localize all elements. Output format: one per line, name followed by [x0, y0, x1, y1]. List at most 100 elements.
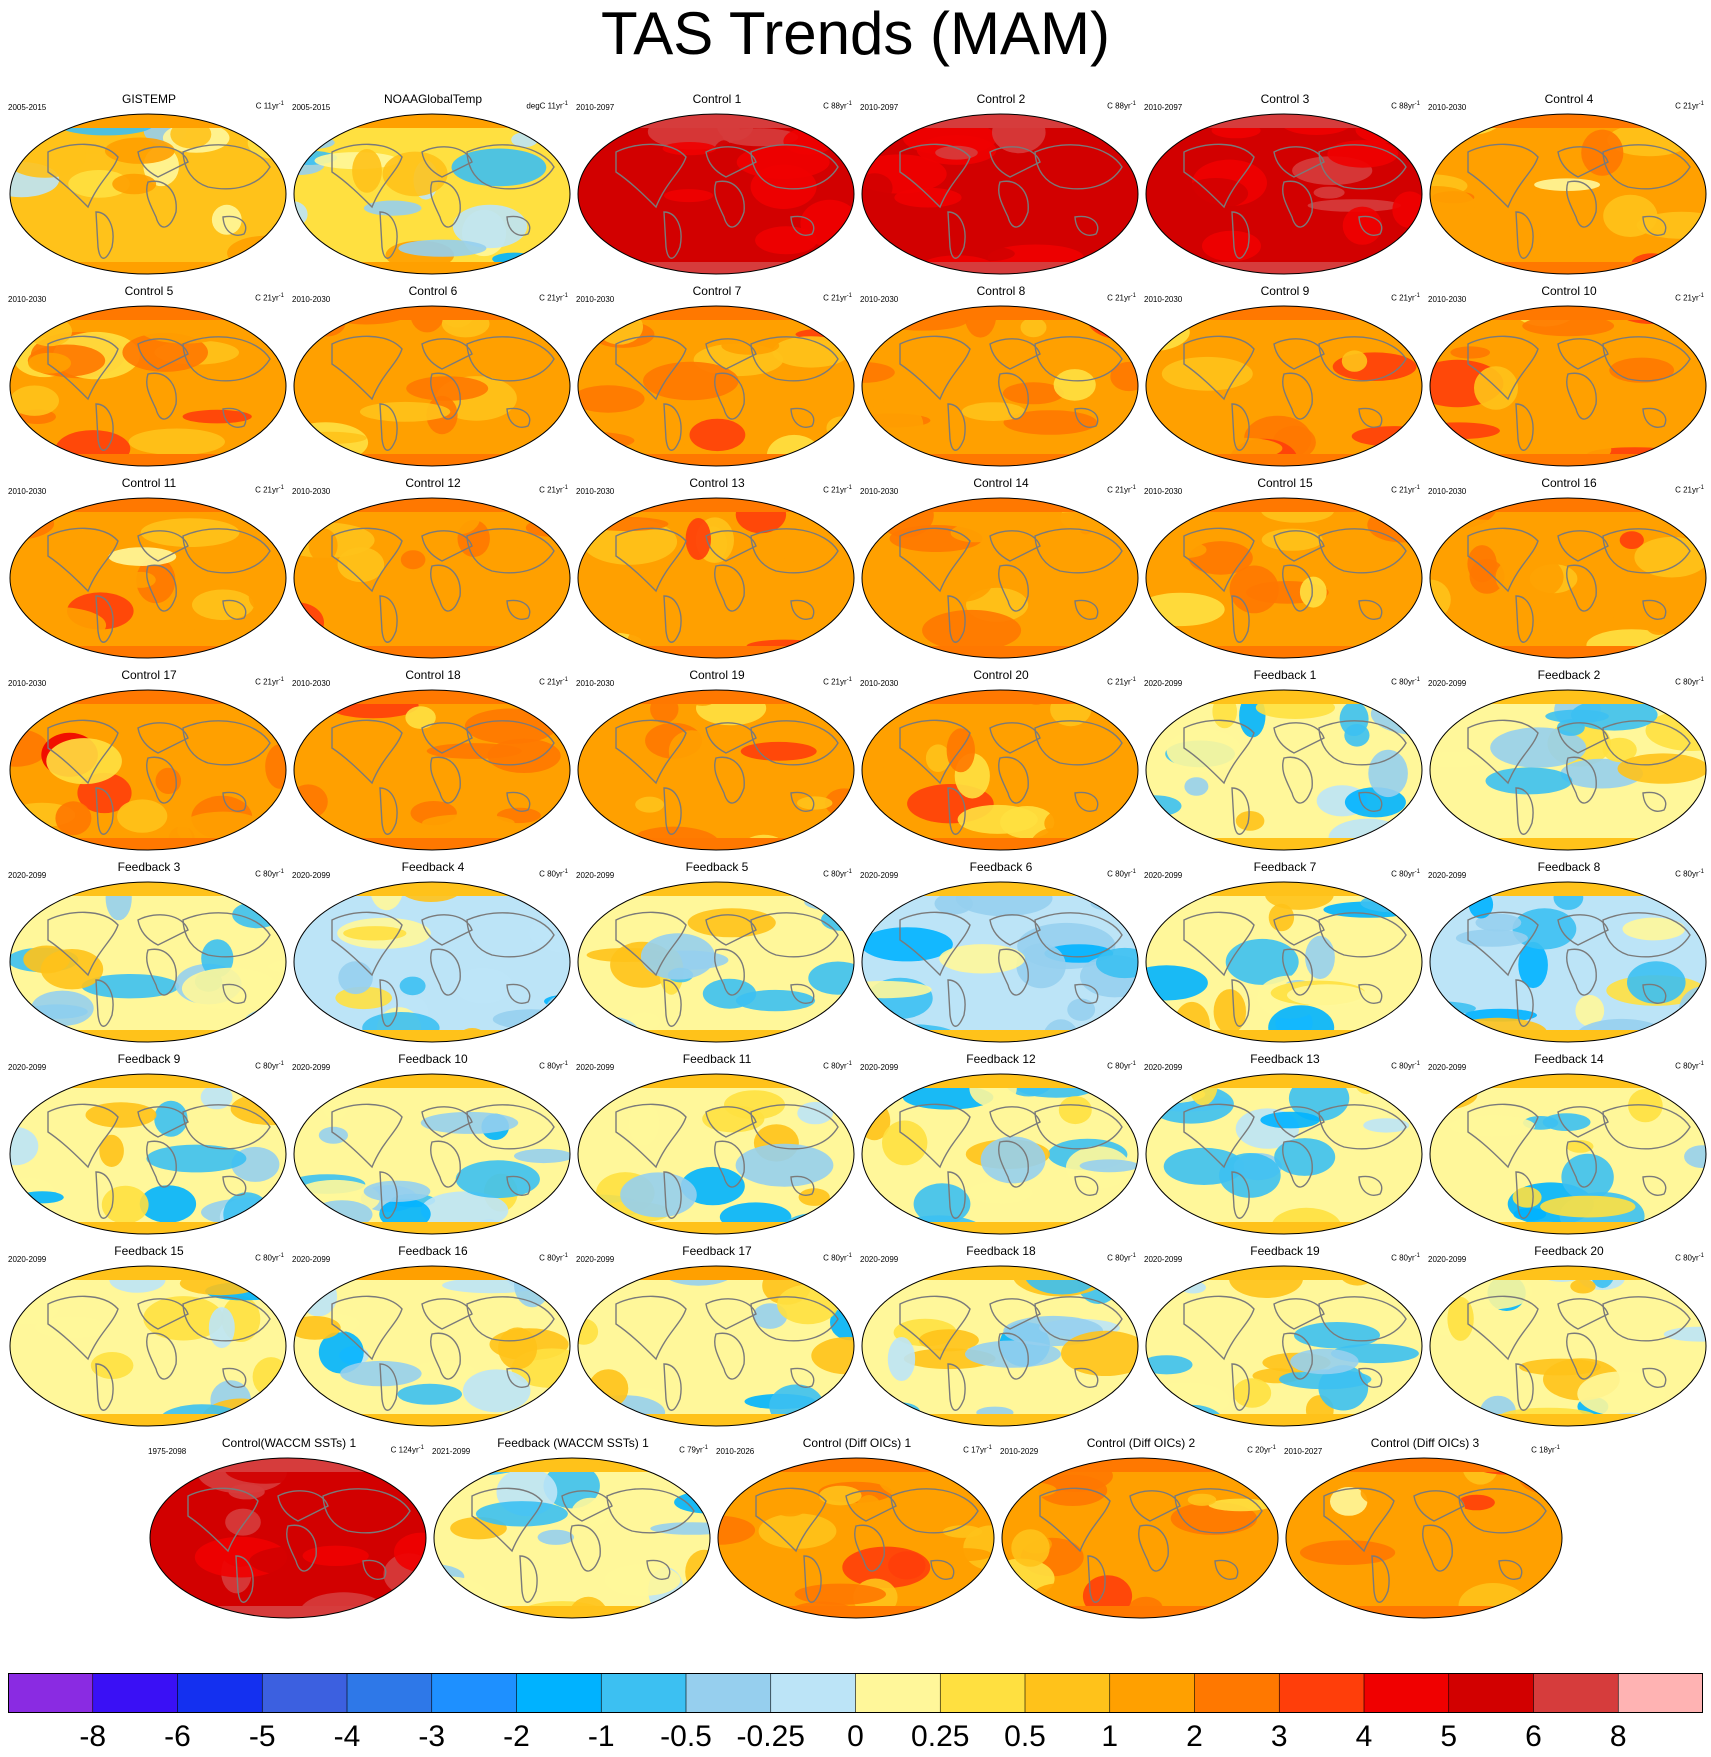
coastline	[421, 146, 473, 178]
coastline	[137, 338, 189, 370]
map-field-anomaly	[689, 418, 746, 452]
coastline	[615, 1103, 687, 1169]
coastline	[1039, 1487, 1111, 1553]
map-field-anomaly	[1002, 1606, 1025, 1618]
map-plot	[717, 1457, 995, 1619]
map-panel: Feedback 10 2020-2099 C 80yr-1	[292, 1052, 574, 1236]
coastline	[379, 979, 398, 1027]
coastline	[379, 1171, 398, 1219]
map-field-anomaly	[318, 752, 359, 767]
panel-period: 2010-2030	[8, 679, 47, 688]
map-field-anomaly	[1455, 929, 1528, 947]
map-field-anomaly	[794, 1583, 886, 1605]
map-field-anomaly	[1079, 1159, 1138, 1173]
coastline	[421, 530, 473, 562]
coastline	[362, 1559, 387, 1580]
map-field-anomaly	[578, 1266, 616, 1297]
coastline	[947, 211, 966, 259]
coastline	[803, 1555, 822, 1603]
map-field-anomaly	[961, 402, 1026, 421]
map-border	[1429, 305, 1707, 467]
coastline	[998, 180, 1029, 228]
panel-period: 2010-2030	[860, 295, 899, 304]
map-plot	[861, 497, 1139, 659]
map-field-anomaly	[10, 1126, 39, 1166]
panel-units-exponent: -1	[562, 1253, 568, 1259]
map-plot	[293, 1073, 571, 1235]
coastline	[47, 719, 119, 785]
coastline	[570, 1524, 601, 1572]
map-plot	[1429, 1265, 1707, 1427]
map-panel: NOAAGlobalTemp 2005-2015 degC 11yr-1	[292, 92, 574, 276]
panel-units-text: C 80yr	[539, 1253, 563, 1263]
map-field-anomaly	[420, 1191, 509, 1230]
panel-period: 2020-2099	[292, 871, 331, 880]
colorbar-tick-label: -4	[333, 1720, 361, 1753]
map-border	[9, 113, 287, 275]
coastline	[1467, 527, 1539, 593]
map-panel: Control 7 2010-2030 C 21yr-1	[576, 284, 858, 468]
map-field-anomaly	[664, 189, 714, 203]
panel-title: GISTEMP	[121, 92, 176, 106]
map-field-anomaly	[1307, 199, 1401, 212]
map-field-anomaly	[1540, 604, 1614, 636]
map-border	[293, 881, 571, 1043]
coastline	[1602, 336, 1691, 382]
panel-title: Feedback 8	[1537, 860, 1601, 874]
coastline	[1318, 912, 1407, 958]
coastline	[1642, 599, 1667, 620]
map-field-anomaly	[862, 498, 905, 521]
coastline	[1273, 722, 1325, 754]
panel-title: Feedback 9	[117, 1052, 181, 1066]
map-panel: Control 20 2010-2030 C 21yr-1	[860, 668, 1142, 852]
coastline	[1034, 144, 1123, 190]
panel-period: 2020-2099	[1428, 1063, 1467, 1072]
coastline	[146, 1332, 177, 1380]
map-field-anomaly	[265, 744, 286, 789]
map-field-anomaly	[800, 1267, 854, 1283]
map-border	[577, 689, 855, 851]
panel-period: 2020-2099	[292, 1063, 331, 1072]
map-panel: Control 17 2010-2030 C 21yr-1	[8, 668, 290, 852]
map-border	[577, 497, 855, 659]
panel-units: C 80yr-1	[539, 867, 568, 880]
map-field-anomaly	[1571, 698, 1658, 731]
panel-units-text: C 21yr	[1391, 485, 1415, 495]
panel-period: 2010-2097	[860, 103, 899, 112]
panel-period: 2010-2030	[8, 295, 47, 304]
map-field-anomaly	[1002, 382, 1064, 405]
map-field-anomaly	[498, 1327, 538, 1370]
coastline	[790, 1367, 815, 1388]
map-field-anomaly	[487, 738, 561, 773]
map-field-anomaly	[90, 1352, 134, 1379]
map-border	[149, 1457, 427, 1619]
map-field-anomaly	[1443, 1074, 1484, 1085]
coastline	[947, 403, 966, 451]
coastline	[998, 756, 1029, 804]
map-field-anomaly	[938, 1548, 992, 1562]
coastline	[890, 1488, 979, 1534]
panel-units-text: C 80yr	[539, 869, 563, 879]
map-field-anomaly	[753, 416, 831, 434]
coastline	[466, 528, 555, 574]
panel-period: 2010-2027	[1284, 1447, 1323, 1456]
map-panel: Control 11 2010-2030 C 21yr-1	[8, 476, 290, 660]
map-border	[577, 1265, 855, 1427]
map-field-anomaly	[951, 708, 1030, 725]
coastline	[1318, 1104, 1407, 1150]
map-field-anomaly	[1096, 947, 1138, 979]
map-field-anomaly	[1512, 1187, 1542, 1208]
coastline	[750, 336, 839, 382]
coastline	[1323, 1487, 1395, 1553]
coastline	[1642, 215, 1667, 236]
coastline	[989, 530, 1041, 562]
coastline	[182, 720, 271, 766]
map-plot	[1285, 1457, 1563, 1619]
coastline	[989, 1298, 1041, 1330]
chart-title: TAS Trends (MAM)	[601, 0, 1110, 67]
map-field-anomaly	[1431, 145, 1492, 162]
coastline	[519, 1555, 538, 1603]
map-panel: Control 19 2010-2030 C 21yr-1	[576, 668, 858, 852]
map-field-anomaly	[1053, 369, 1096, 401]
coastline	[137, 1298, 189, 1330]
